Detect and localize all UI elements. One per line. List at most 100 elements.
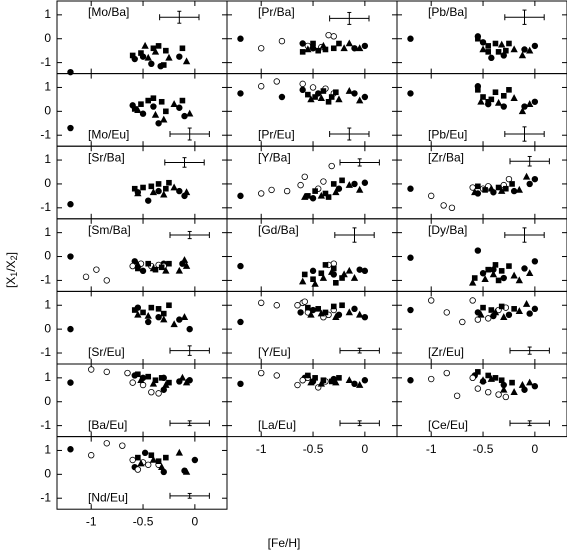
- triangle-point: [479, 45, 487, 53]
- triangle-point: [487, 374, 495, 382]
- square-point: [475, 369, 481, 375]
- triangle-point: [522, 300, 531, 307]
- y-label-sub: 2: [9, 255, 19, 260]
- y-tick-label: 0: [44, 321, 51, 335]
- triangle-point: [526, 378, 534, 386]
- square-point: [305, 372, 311, 379]
- triangle-point: [500, 385, 508, 393]
- square-point: [503, 185, 509, 192]
- triangle-point: [340, 44, 348, 52]
- square-point: [339, 302, 345, 309]
- circle-point: [134, 466, 142, 473]
- triangle-point: [317, 94, 325, 101]
- circle-point: [67, 253, 74, 260]
- circle-point: [505, 175, 513, 183]
- circle-point: [237, 262, 244, 270]
- circle-point: [273, 302, 280, 309]
- triangle-point: [158, 463, 166, 470]
- circle-point: [299, 80, 306, 88]
- square-point: [328, 94, 335, 100]
- square-point: [485, 98, 492, 105]
- triangle-point: [160, 115, 168, 123]
- square-point: [320, 377, 327, 384]
- circle-point: [526, 310, 533, 317]
- square-point: [310, 276, 316, 283]
- circle-point: [237, 90, 244, 97]
- square-point: [148, 183, 155, 190]
- triangle-point: [319, 273, 328, 281]
- circle-point: [145, 461, 152, 468]
- triangle-point: [182, 262, 191, 269]
- triangle-point: [317, 379, 325, 387]
- circle-point: [155, 313, 162, 321]
- triangle-point: [487, 184, 495, 192]
- circle-point: [505, 311, 513, 319]
- square-point: [145, 373, 152, 380]
- circle-point: [474, 316, 482, 323]
- square-point: [299, 49, 306, 55]
- square-point: [140, 309, 146, 316]
- panel-label: [La/Eu]: [258, 418, 296, 432]
- panel-label: [Gd/Ba]: [258, 223, 299, 237]
- circle-point: [448, 204, 456, 212]
- circle-point: [407, 35, 414, 42]
- square-point: [495, 277, 502, 284]
- square-point: [498, 377, 505, 384]
- circle-point: [67, 325, 74, 333]
- circle-point: [155, 390, 162, 397]
- circle-point: [361, 93, 369, 101]
- triangle-point: [170, 320, 178, 328]
- circle-point: [521, 386, 528, 393]
- y-tick-label: 1: [44, 297, 51, 311]
- circle-point: [129, 456, 136, 464]
- circle-point: [103, 440, 110, 447]
- panel-label: [Mo/Eu]: [88, 127, 129, 141]
- triangle-point: [526, 100, 534, 107]
- triangle-point: [356, 44, 364, 52]
- square-point: [500, 93, 507, 99]
- triangle-point: [345, 181, 353, 188]
- square-point: [506, 40, 512, 47]
- square-point: [155, 43, 162, 49]
- circle-point: [443, 309, 450, 316]
- square-point: [492, 89, 499, 96]
- y-tick-label: -1: [40, 490, 51, 504]
- y-tick-label: -1: [40, 418, 51, 432]
- triangle-point: [515, 307, 523, 315]
- square-point: [301, 271, 308, 278]
- y-tick-label: 0: [44, 176, 51, 190]
- circle-point: [141, 449, 149, 457]
- triangle-point: [518, 51, 527, 59]
- triangle-point: [134, 310, 142, 318]
- square-point: [488, 307, 495, 313]
- square-point: [506, 263, 512, 269]
- circle-point: [82, 273, 90, 281]
- circle-point: [160, 468, 167, 476]
- triangle-point: [307, 310, 315, 318]
- circle-point: [139, 381, 147, 389]
- square-point: [480, 94, 486, 100]
- circle-point: [474, 247, 482, 254]
- triangle-point: [526, 269, 534, 277]
- circle-point: [510, 187, 518, 195]
- y-tick-label: 0: [44, 249, 51, 263]
- panel-label: [Sr/Eu]: [88, 345, 125, 359]
- circle-point: [443, 369, 450, 377]
- triangle-point: [144, 311, 152, 319]
- square-point: [155, 181, 162, 187]
- circle-point: [407, 377, 414, 384]
- circle-point: [297, 309, 304, 316]
- triangle-point: [301, 193, 309, 200]
- circle-point: [88, 452, 95, 459]
- square-point: [471, 275, 478, 281]
- triangle-point: [182, 57, 191, 65]
- circle-point: [309, 84, 317, 91]
- circle-point: [67, 68, 74, 76]
- y-tick-label: 0: [44, 104, 51, 118]
- circle-point: [301, 173, 308, 180]
- circle-point: [453, 392, 461, 399]
- circle-point: [309, 267, 317, 275]
- circle-point: [237, 380, 244, 388]
- circle-point: [268, 186, 275, 194]
- square-point: [336, 40, 342, 47]
